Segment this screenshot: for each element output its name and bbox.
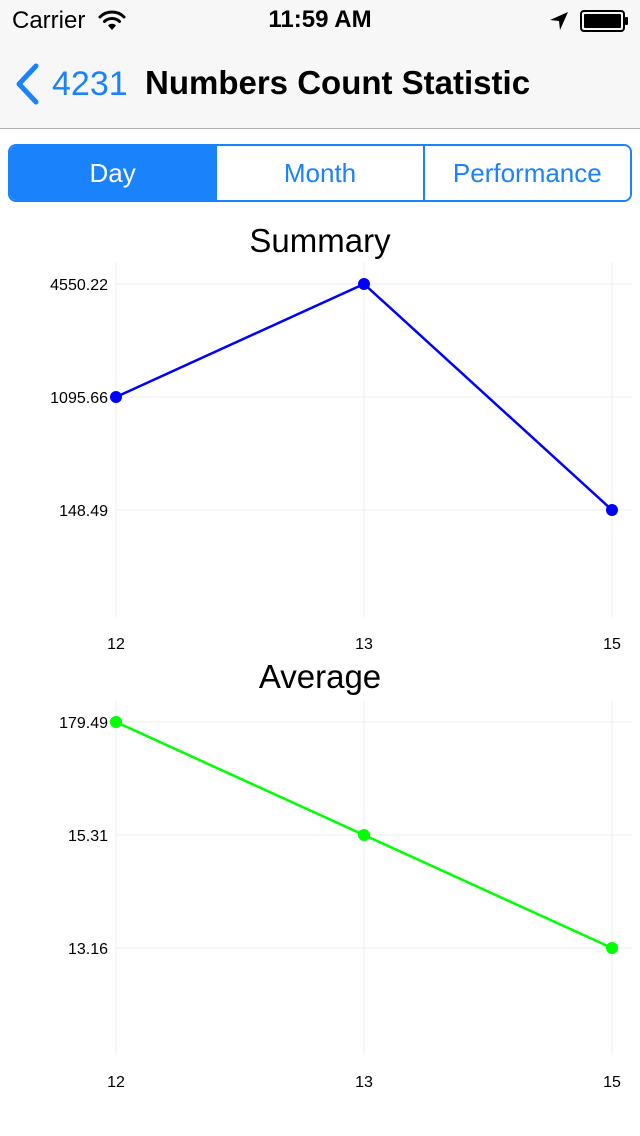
summary-chart: 4550.22 1095.66 148.49 12 13 15 — [50, 262, 632, 653]
data-point — [358, 829, 370, 841]
x-tick-label: 13 — [355, 1074, 373, 1091]
back-button[interactable]: 4231 — [14, 62, 128, 106]
data-point — [358, 278, 370, 290]
average-chart-title: Average — [258, 658, 382, 695]
wifi-icon — [98, 10, 126, 30]
data-point — [110, 391, 122, 403]
data-point — [606, 504, 618, 516]
y-tick-label: 13.16 — [68, 941, 108, 958]
y-tick-label: 1095.66 — [50, 390, 108, 407]
segment-performance[interactable]: Performance — [422, 146, 630, 200]
x-tick-label: 15 — [603, 636, 621, 653]
data-point — [606, 942, 618, 954]
data-point — [110, 716, 122, 728]
location-arrow-icon — [550, 12, 568, 30]
chevron-left-icon — [16, 63, 39, 105]
y-tick-label: 179.49 — [59, 715, 108, 732]
page-title: Numbers Count Statistic — [145, 64, 531, 101]
segment-day[interactable]: Day — [10, 146, 216, 200]
x-tick-label: 15 — [603, 1074, 621, 1091]
y-tick-label: 4550.22 — [50, 277, 108, 294]
status-time: 11:59 AM — [268, 6, 372, 33]
x-tick-label: 13 — [355, 636, 373, 653]
battery-icon — [580, 10, 628, 32]
x-tick-label: 12 — [107, 636, 125, 653]
status-bar: Carrier 11:59 AM — [0, 0, 640, 40]
segment-month[interactable]: Month — [215, 146, 423, 200]
summary-chart-title: Summary — [249, 222, 391, 259]
carrier-label: Carrier — [12, 7, 86, 34]
x-tick-label: 12 — [107, 1074, 125, 1091]
y-tick-label: 148.49 — [59, 503, 108, 520]
y-tick-label: 15.31 — [68, 828, 108, 845]
period-segmented-control: Day Month Performance — [8, 144, 632, 202]
average-chart: 179.49 15.31 13.16 12 13 15 — [59, 700, 632, 1091]
navigation-bar: 4231 Numbers Count Statistic — [0, 40, 640, 129]
back-label: 4231 — [52, 64, 128, 103]
